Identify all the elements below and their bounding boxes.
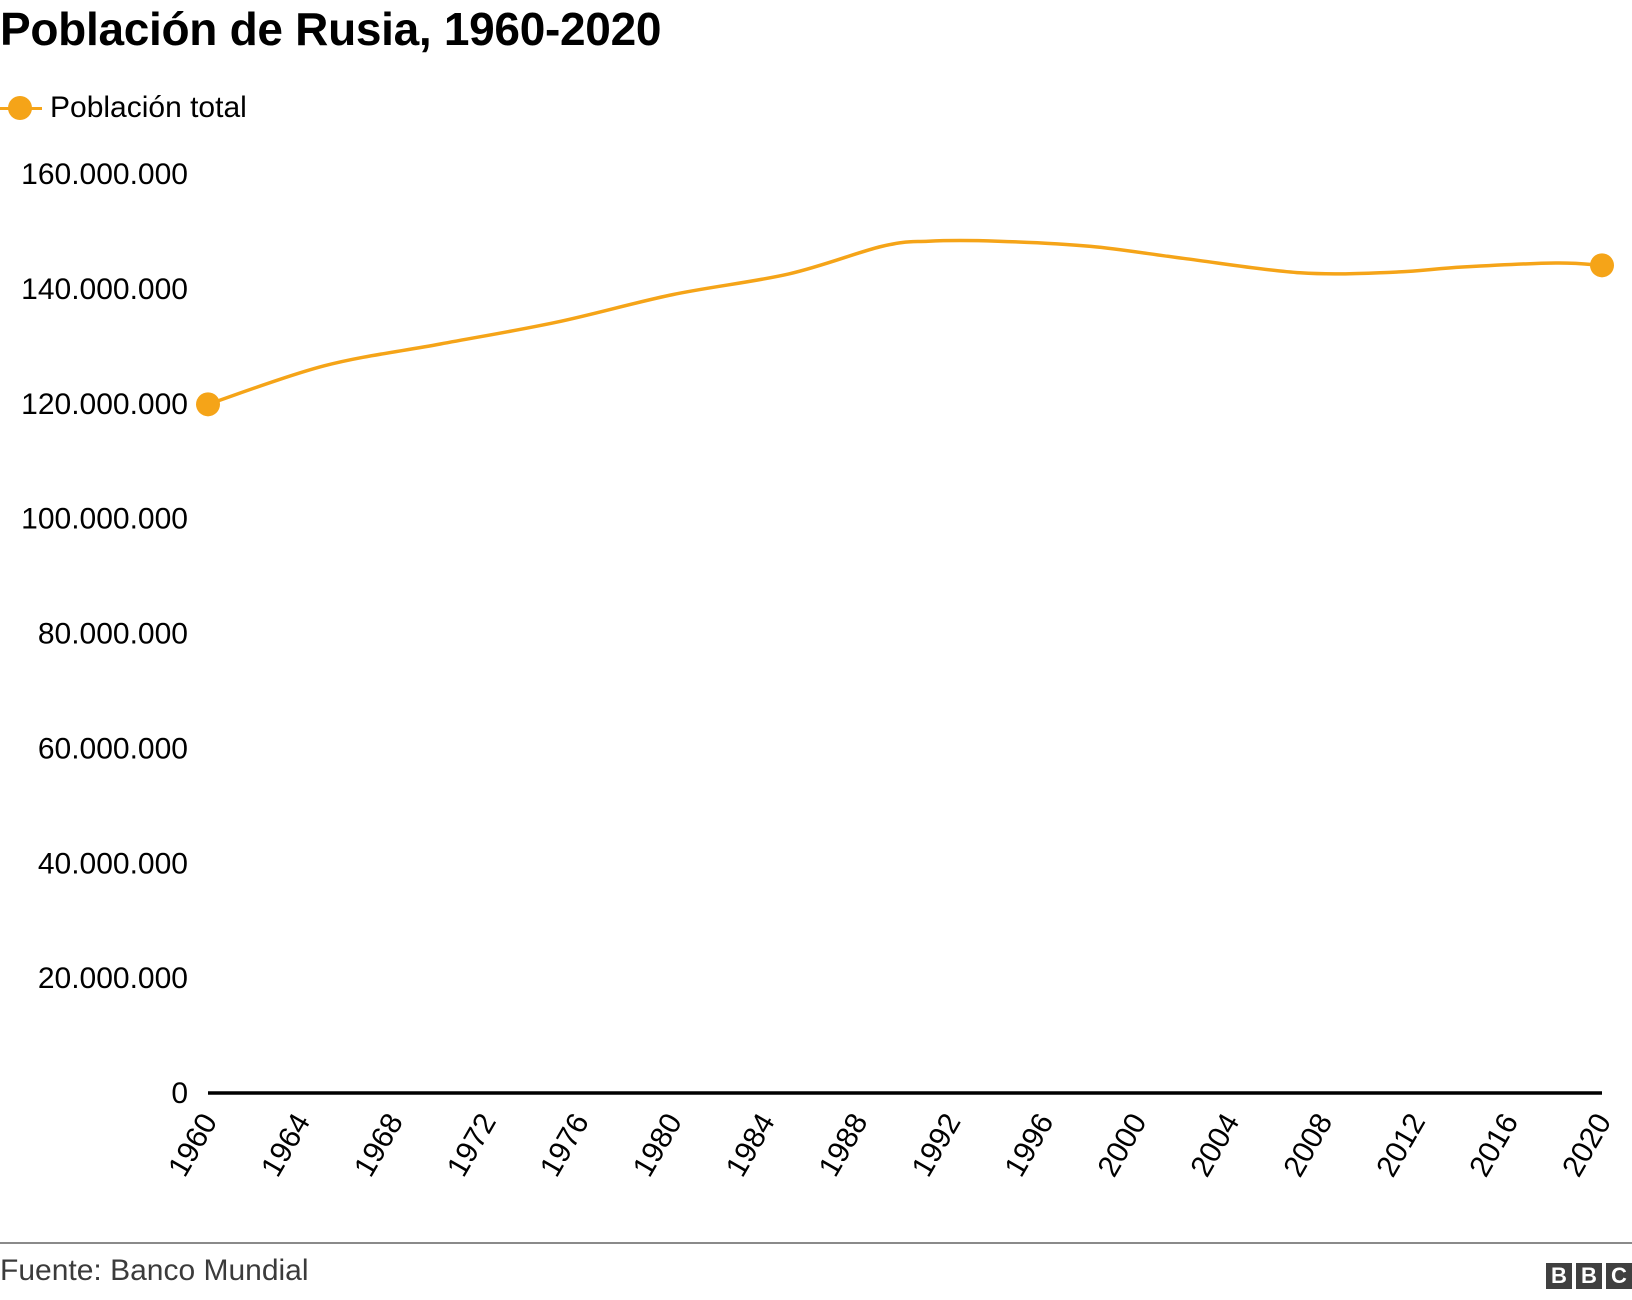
y-tick-label: 60.000.000 [38,732,188,765]
series-line [207,238,1603,406]
bbc-logo-letter: B [1546,1263,1572,1289]
series-end-point [1590,253,1614,278]
source-note: Fuente: Banco Mundial [0,1254,309,1287]
x-tick-label: 1960 [162,1108,224,1182]
y-tick-label: 160.000.000 [21,158,188,191]
x-tick-label: 1996 [999,1108,1061,1182]
y-tick-label: 20.000.000 [38,962,188,995]
y-tick-label: 140.000.000 [21,273,188,306]
series-start-point [196,392,220,417]
x-tick-label: 1988 [813,1108,875,1182]
y-tick-label: 40.000.000 [38,847,188,880]
x-tick-label: 1976 [534,1108,596,1182]
x-tick-label: 2012 [1370,1108,1432,1182]
x-tick-label: 1984 [720,1108,782,1182]
y-tick-label: 100.000.000 [21,503,188,536]
legend-marker-icon [0,88,42,128]
y-tick-label: 80.000.000 [38,618,188,651]
x-tick-label: 1980 [627,1108,689,1182]
x-tick-label: 1968 [348,1108,410,1182]
footer-divider [0,1242,1632,1244]
legend-label: Población total [50,91,247,124]
bbc-logo: B B C [1546,1263,1632,1289]
chart-legend: Población total [0,88,247,128]
bbc-logo-letter: C [1606,1263,1632,1289]
line-chart: 0 20.000.000 40.000.000 60.000.000 80.000.00… [21,158,1618,1182]
x-tick-label: 1964 [255,1108,317,1182]
x-tick-label: 2008 [1277,1108,1339,1182]
x-tick-label: 2020 [1556,1108,1618,1182]
bbc-logo-letter: B [1576,1263,1602,1289]
x-tick-label: 2000 [1091,1108,1153,1182]
x-tick-label: 2004 [1184,1108,1246,1182]
x-tick-label: 1992 [906,1108,968,1182]
y-tick-label: 120.000.000 [21,388,188,421]
y-tick-label: 0 [171,1077,188,1110]
chart-title: Población de Rusia, 1960-2020 [0,3,662,55]
x-tick-label: 1972 [441,1108,503,1182]
x-tick-label: 2016 [1463,1108,1525,1182]
